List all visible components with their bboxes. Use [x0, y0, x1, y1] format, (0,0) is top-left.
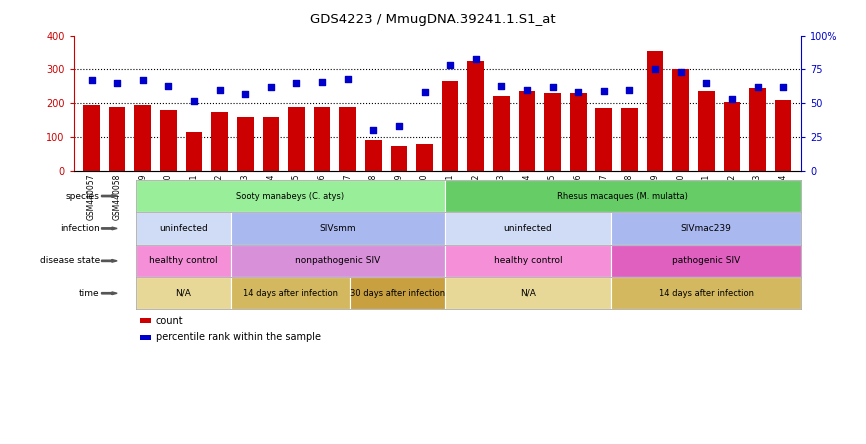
Point — [85, 77, 99, 84]
Bar — [339, 107, 356, 171]
Bar — [185, 132, 203, 171]
Bar — [698, 91, 714, 171]
Point — [289, 79, 303, 87]
Point — [725, 95, 739, 103]
Text: uninfected: uninfected — [503, 224, 553, 233]
Bar — [134, 105, 151, 171]
Point — [213, 86, 227, 93]
Bar — [288, 107, 305, 171]
Point — [623, 86, 637, 93]
Text: uninfected: uninfected — [159, 224, 208, 233]
Point — [187, 97, 201, 104]
Bar — [417, 144, 433, 171]
Bar — [493, 96, 510, 171]
Text: SIVsmm: SIVsmm — [320, 224, 356, 233]
Point — [674, 68, 688, 75]
Point — [700, 79, 714, 87]
Bar — [544, 93, 561, 171]
Text: count: count — [156, 316, 184, 325]
Bar — [672, 69, 689, 171]
Text: 30 days after infection: 30 days after infection — [350, 289, 445, 298]
Bar — [775, 100, 792, 171]
Point — [110, 79, 124, 87]
Bar — [365, 140, 382, 171]
Point — [340, 75, 354, 83]
Bar — [109, 107, 126, 171]
Bar — [596, 108, 612, 171]
Point — [264, 83, 278, 91]
Bar — [262, 117, 279, 171]
Text: species: species — [66, 191, 100, 201]
Bar — [442, 81, 458, 171]
Bar — [749, 88, 766, 171]
Bar — [83, 105, 100, 171]
Bar — [570, 93, 586, 171]
Bar — [724, 102, 740, 171]
Point — [648, 66, 662, 73]
Bar — [211, 112, 228, 171]
Bar — [519, 91, 535, 171]
Bar — [237, 117, 254, 171]
Point — [776, 83, 790, 91]
Point — [597, 87, 611, 95]
Point — [494, 82, 508, 89]
Point — [238, 90, 252, 97]
Bar — [160, 110, 177, 171]
Point — [136, 77, 150, 84]
Point — [520, 86, 534, 93]
Bar — [647, 51, 663, 171]
Text: pathogenic SIV: pathogenic SIV — [672, 256, 740, 266]
Text: Sooty manabeys (C. atys): Sooty manabeys (C. atys) — [236, 191, 345, 201]
Text: healthy control: healthy control — [494, 256, 562, 266]
Text: GDS4223 / MmugDNA.39241.1.S1_at: GDS4223 / MmugDNA.39241.1.S1_at — [310, 13, 556, 26]
Point — [417, 89, 431, 96]
Point — [366, 127, 380, 134]
Text: 14 days after infection: 14 days after infection — [242, 289, 338, 298]
Point — [443, 62, 457, 69]
Text: healthy control: healthy control — [149, 256, 217, 266]
Text: N/A: N/A — [520, 289, 536, 298]
Bar — [621, 108, 637, 171]
Text: nonpathogenic SIV: nonpathogenic SIV — [295, 256, 380, 266]
Bar — [391, 146, 407, 171]
Point — [161, 82, 175, 89]
Point — [546, 83, 559, 91]
Point — [315, 78, 329, 85]
Text: 14 days after infection: 14 days after infection — [658, 289, 753, 298]
Point — [392, 123, 406, 130]
Text: SIVmac239: SIVmac239 — [681, 224, 732, 233]
Bar — [313, 107, 331, 171]
Point — [572, 89, 585, 96]
Text: time: time — [79, 289, 100, 298]
Bar — [468, 61, 484, 171]
Point — [751, 83, 765, 91]
Text: Rhesus macaques (M. mulatta): Rhesus macaques (M. mulatta) — [558, 191, 688, 201]
Text: percentile rank within the sample: percentile rank within the sample — [156, 333, 321, 342]
Text: disease state: disease state — [40, 256, 100, 266]
Text: N/A: N/A — [176, 289, 191, 298]
Text: infection: infection — [60, 224, 100, 233]
Point — [469, 55, 482, 62]
